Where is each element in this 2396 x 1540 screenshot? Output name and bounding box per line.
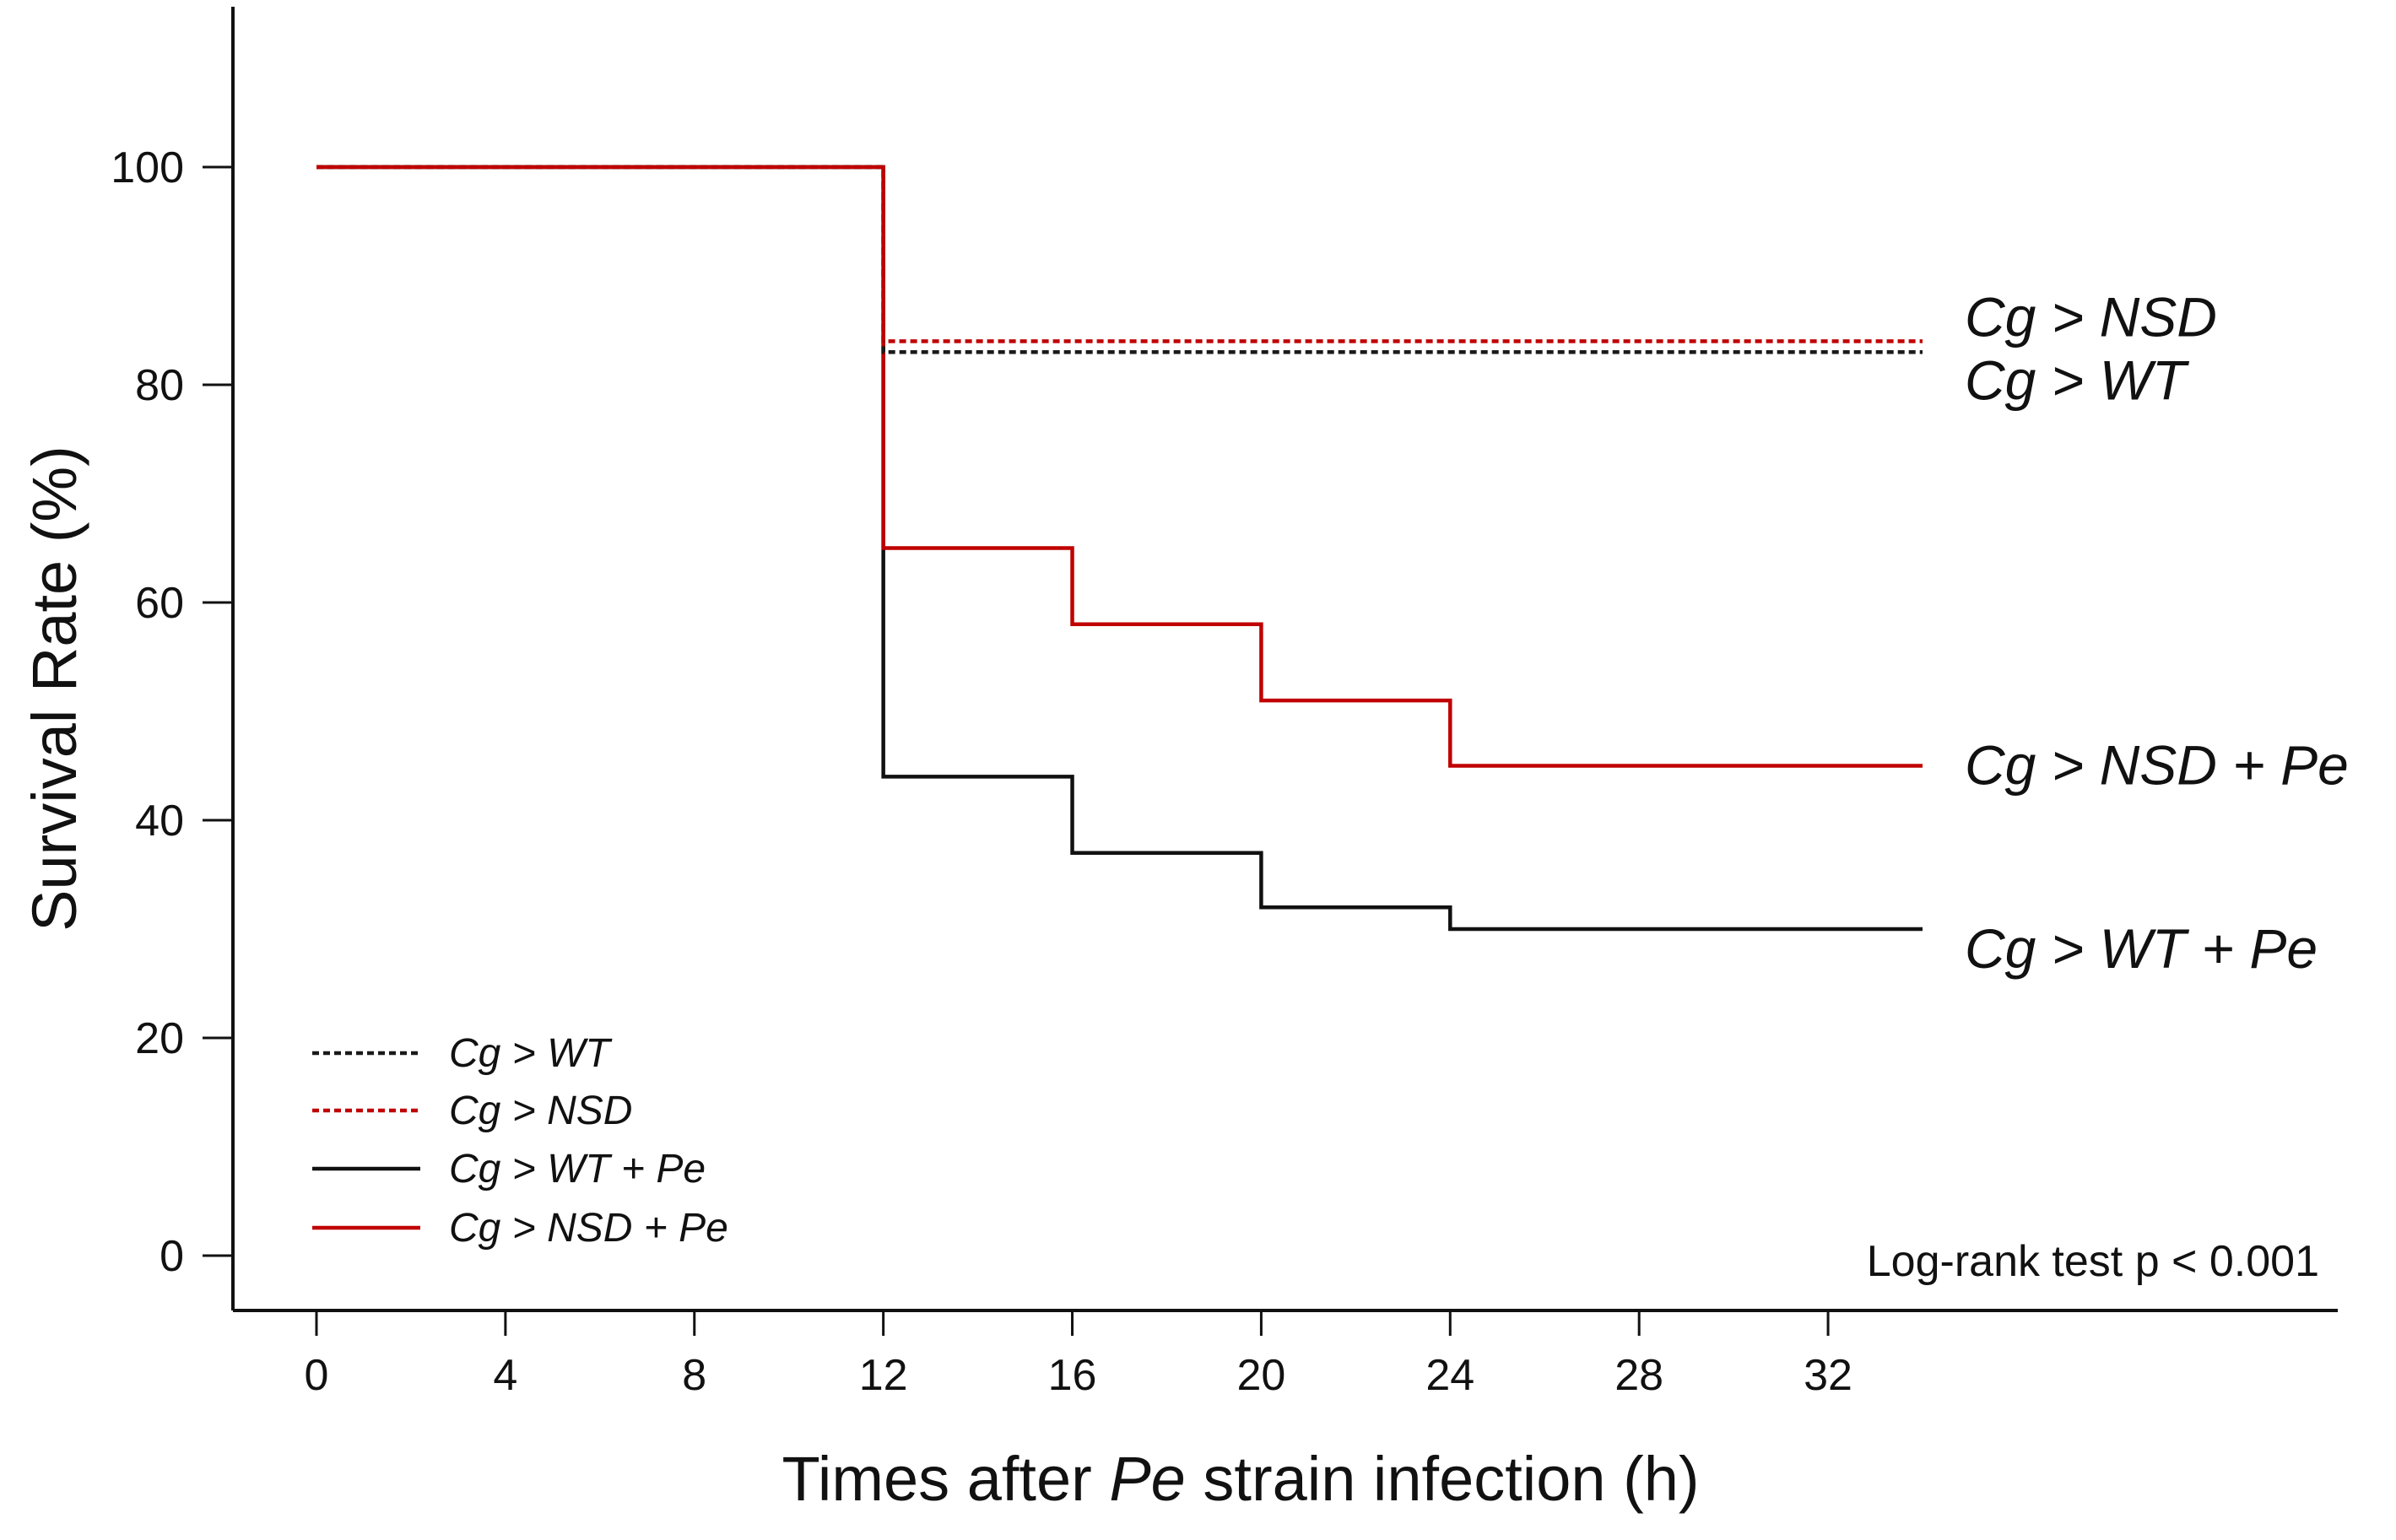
series-lines bbox=[316, 165, 1923, 932]
x-tick-label: 24 bbox=[1425, 1351, 1474, 1400]
x-tick-label: 12 bbox=[859, 1351, 908, 1400]
log-rank-annotation: Log-rank test p < 0.001 bbox=[1867, 1237, 2319, 1286]
legend-label: Cg > WT bbox=[449, 1031, 613, 1076]
x-axis-title-part: strain infection (h) bbox=[1186, 1444, 1700, 1514]
series-end-label: Cg > NSD + Pe bbox=[1965, 734, 2349, 797]
legend-label: Cg > NSD bbox=[449, 1089, 632, 1133]
y-tick-label: 40 bbox=[135, 797, 184, 846]
x-tick-label: 20 bbox=[1236, 1351, 1285, 1400]
legend: Cg > WT Cg > NSD Cg > WT + Pe Cg > NSD + Pe bbox=[312, 1031, 728, 1251]
x-tick-label: 28 bbox=[1614, 1351, 1663, 1400]
y-tick-label: 60 bbox=[135, 579, 184, 628]
series-line-cg-wt bbox=[316, 165, 1923, 354]
series-end-label: Cg > WT bbox=[1965, 349, 2190, 411]
y-tick-label: 20 bbox=[135, 1014, 184, 1063]
x-axis-title-part: Pe bbox=[1109, 1444, 1186, 1514]
series-end-label: Cg > NSD bbox=[1965, 285, 2217, 348]
series-end-label: Cg > WT + Pe bbox=[1965, 917, 2318, 980]
x-tick-label: 4 bbox=[493, 1351, 517, 1400]
y-tick-label: 0 bbox=[160, 1232, 184, 1281]
x-tick-label: 16 bbox=[1048, 1351, 1097, 1400]
y-axis-title: Survival Rate (%) bbox=[19, 446, 89, 932]
legend-label: Cg > NSD + Pe bbox=[449, 1206, 728, 1251]
x-tick-label: 0 bbox=[305, 1351, 329, 1400]
series-line-cg-wt-pe bbox=[316, 165, 1923, 932]
series-line-cg-nsd-pe bbox=[316, 165, 1923, 768]
legend-label: Cg > WT + Pe bbox=[449, 1147, 706, 1191]
y-tick-label: 80 bbox=[135, 361, 184, 410]
x-axis-title: Times after Pe strain infection (h) bbox=[782, 1444, 1699, 1514]
axes: 0 20 40 60 80 100 0 4 8 12 16 20 24 28 32 bbox=[111, 7, 2338, 1400]
x-tick-label: 32 bbox=[1804, 1351, 1852, 1400]
y-tick-label: 100 bbox=[111, 143, 184, 192]
series-line-cg-nsd bbox=[316, 165, 1923, 343]
x-axis-title-part: Times after bbox=[782, 1444, 1109, 1514]
x-tick-label: 8 bbox=[682, 1351, 706, 1400]
